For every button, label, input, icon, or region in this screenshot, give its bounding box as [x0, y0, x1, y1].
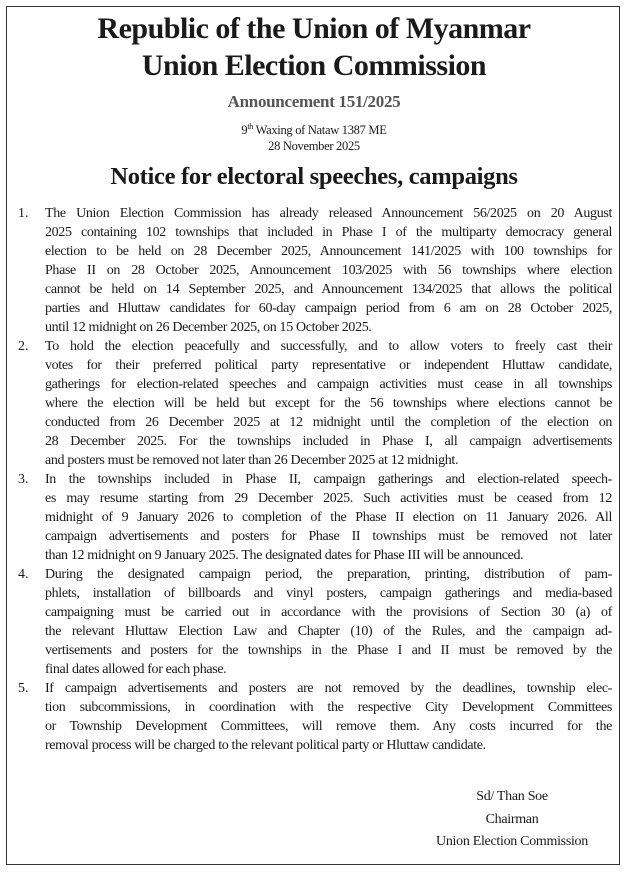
list-item-text: During the designated campaign period, t…	[45, 565, 612, 679]
document-title-line1: Republic of the Union of Myanmar	[97, 12, 531, 45]
list-item-number: 5.	[18, 681, 29, 696]
list-item-number: 3.	[18, 472, 29, 487]
list-item-number: 2.	[18, 339, 29, 354]
numbered-list: 1. The Union Election Commission has alre…	[0, 204, 628, 755]
text-line: parties and Hluttaw candidates for 60-da…	[45, 301, 612, 316]
text-line: until 12 midnight on 26 December 2025, o…	[45, 320, 372, 335]
text-line: and posters must be removed not later th…	[45, 453, 459, 468]
announcement-number: Announcement 151/2025	[227, 92, 401, 111]
text-line: campaign advertisements and posters for …	[45, 529, 612, 544]
text-line: campaigning must be carried out in accor…	[45, 605, 612, 620]
text-line: gatherings for election-related speeches…	[45, 377, 612, 392]
text-line: final dates allowed for each phase.	[45, 662, 227, 677]
text-line: tion subcommissions, in coordination wit…	[45, 700, 612, 715]
notice-title: Notice for electoral speeches, campaigns	[110, 163, 518, 190]
text-line: If campaign advertisements and posters a…	[45, 681, 612, 696]
text-line: 28 December 2025. For the townships incl…	[45, 434, 612, 449]
date-day: 9	[241, 123, 248, 138]
text-line: 2025 containing 102 townships that inclu…	[45, 225, 612, 240]
document-border	[6, 6, 620, 865]
text-line: es may resume starting from 29 December …	[45, 491, 612, 506]
signature-name: Sd/ Than Soe	[476, 789, 548, 804]
date-suffix: th	[247, 122, 253, 131]
text-line: removal process will be charged to the r…	[45, 738, 486, 753]
text-line: the relevant Hluttaw Election Law and Ch…	[45, 624, 612, 639]
text-line: vertisements and posters for the townshi…	[45, 643, 612, 658]
list-item: 5. If campaign advertisements and posters…	[0, 679, 628, 755]
text-line: The Union Election Commission has alread…	[45, 206, 612, 221]
signature-organization: Union Election Commission	[436, 834, 588, 849]
text-line: Phase II on 28 October 2025, Announcemen…	[45, 263, 612, 278]
list-item: 2. To hold the election peacefully and su…	[0, 337, 628, 470]
text-line: election to be held on 28 December 2025,…	[45, 244, 612, 259]
text-line: To hold the election peacefully and succ…	[45, 339, 612, 354]
signature-position: Chairman	[485, 812, 539, 827]
text-line: than 12 midnight on 9 January 2025. The …	[45, 548, 524, 563]
gregorian-date: 28 November 2025	[268, 139, 360, 153]
list-item-text: To hold the election peacefully and succ…	[45, 337, 612, 470]
document-title-line2: Union Election Commission	[141, 49, 487, 82]
text-line: votes for their preferred political part…	[45, 358, 612, 373]
list-item-text: In the townships included in Phase II, c…	[45, 470, 612, 565]
text-line: cannot be held on 14 September 2025, and…	[45, 282, 612, 297]
list-item-text: The Union Election Commission has alread…	[45, 204, 612, 337]
text-line: In the townships included in Phase II, c…	[45, 472, 612, 487]
myanmar-date: 9th Waxing of Nataw 1387 ME	[0, 122, 628, 138]
text-line: phlets, installation of billboards and v…	[45, 586, 612, 601]
text-line: or Township Development Committees, will…	[45, 719, 612, 734]
text-line: where the election will be held but exce…	[45, 396, 612, 411]
date-rest: Waxing of Nataw 1387 ME	[253, 123, 387, 138]
list-item-number: 1.	[18, 206, 29, 221]
list-item-text: If campaign advertisements and posters a…	[45, 679, 612, 755]
list-item-number: 4.	[18, 567, 29, 582]
list-item: 1. The Union Election Commission has alre…	[0, 204, 628, 337]
text-line: During the designated campaign period, t…	[45, 567, 612, 582]
text-line: conducted from 26 December 2025 at 12 mi…	[45, 415, 612, 430]
list-item: 3. In the townships included in Phase II,…	[0, 470, 628, 565]
list-item: 4. During the designated campaign period,…	[0, 565, 628, 679]
text-line: midnight of 9 January 2026 to completion…	[45, 510, 612, 525]
